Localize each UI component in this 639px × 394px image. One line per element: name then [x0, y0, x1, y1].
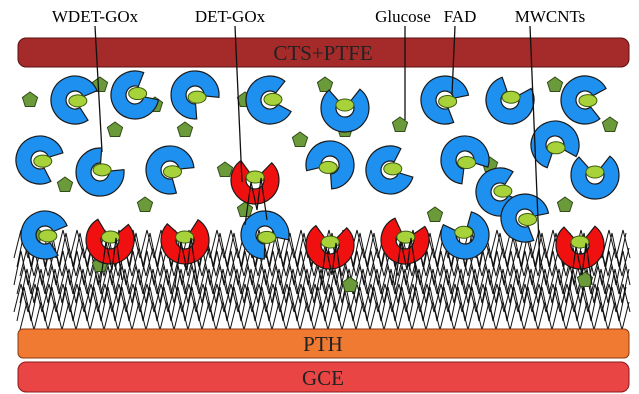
- fad: [579, 95, 597, 107]
- fad: [397, 231, 415, 243]
- fad: [494, 185, 512, 197]
- glucose: [217, 162, 232, 177]
- glucose: [177, 122, 192, 137]
- layer-label: CTS+PTFE: [273, 41, 372, 65]
- fad: [384, 163, 402, 175]
- fad: [69, 95, 87, 107]
- fad: [258, 231, 276, 243]
- fad: [455, 226, 473, 238]
- fad: [458, 157, 476, 169]
- layer-label: PTH: [303, 332, 343, 356]
- glucose: [292, 132, 307, 147]
- glucose: [547, 77, 562, 92]
- fad: [129, 88, 147, 100]
- label: Glucose: [375, 7, 431, 26]
- fad: [264, 93, 282, 105]
- label: MWCNTs: [515, 7, 586, 26]
- fad: [336, 99, 354, 111]
- glucose: [557, 197, 572, 212]
- glucose: [22, 92, 37, 107]
- glucose: [602, 117, 617, 132]
- fad: [163, 166, 181, 178]
- diagram: CTS+PTFE PTH GCE WDET-GOx DET-GOx Glucos…: [0, 0, 639, 394]
- fad: [319, 161, 337, 173]
- glucose: [342, 277, 357, 292]
- fad: [519, 213, 537, 225]
- glucose: [137, 197, 152, 212]
- glucose: [427, 207, 442, 222]
- fad: [188, 91, 206, 103]
- label: WDET-GOx: [52, 7, 139, 26]
- layer-label: GCE: [302, 366, 344, 390]
- fad: [39, 230, 57, 242]
- fad: [34, 155, 52, 167]
- fad: [586, 166, 604, 178]
- label: FAD: [444, 7, 477, 26]
- label: DET-GOx: [195, 7, 266, 26]
- fad: [502, 91, 520, 103]
- fad: [93, 164, 111, 176]
- glucose: [107, 122, 122, 137]
- glucose: [57, 177, 72, 192]
- fad: [439, 95, 457, 107]
- fad: [547, 142, 565, 154]
- glucose: [317, 77, 332, 92]
